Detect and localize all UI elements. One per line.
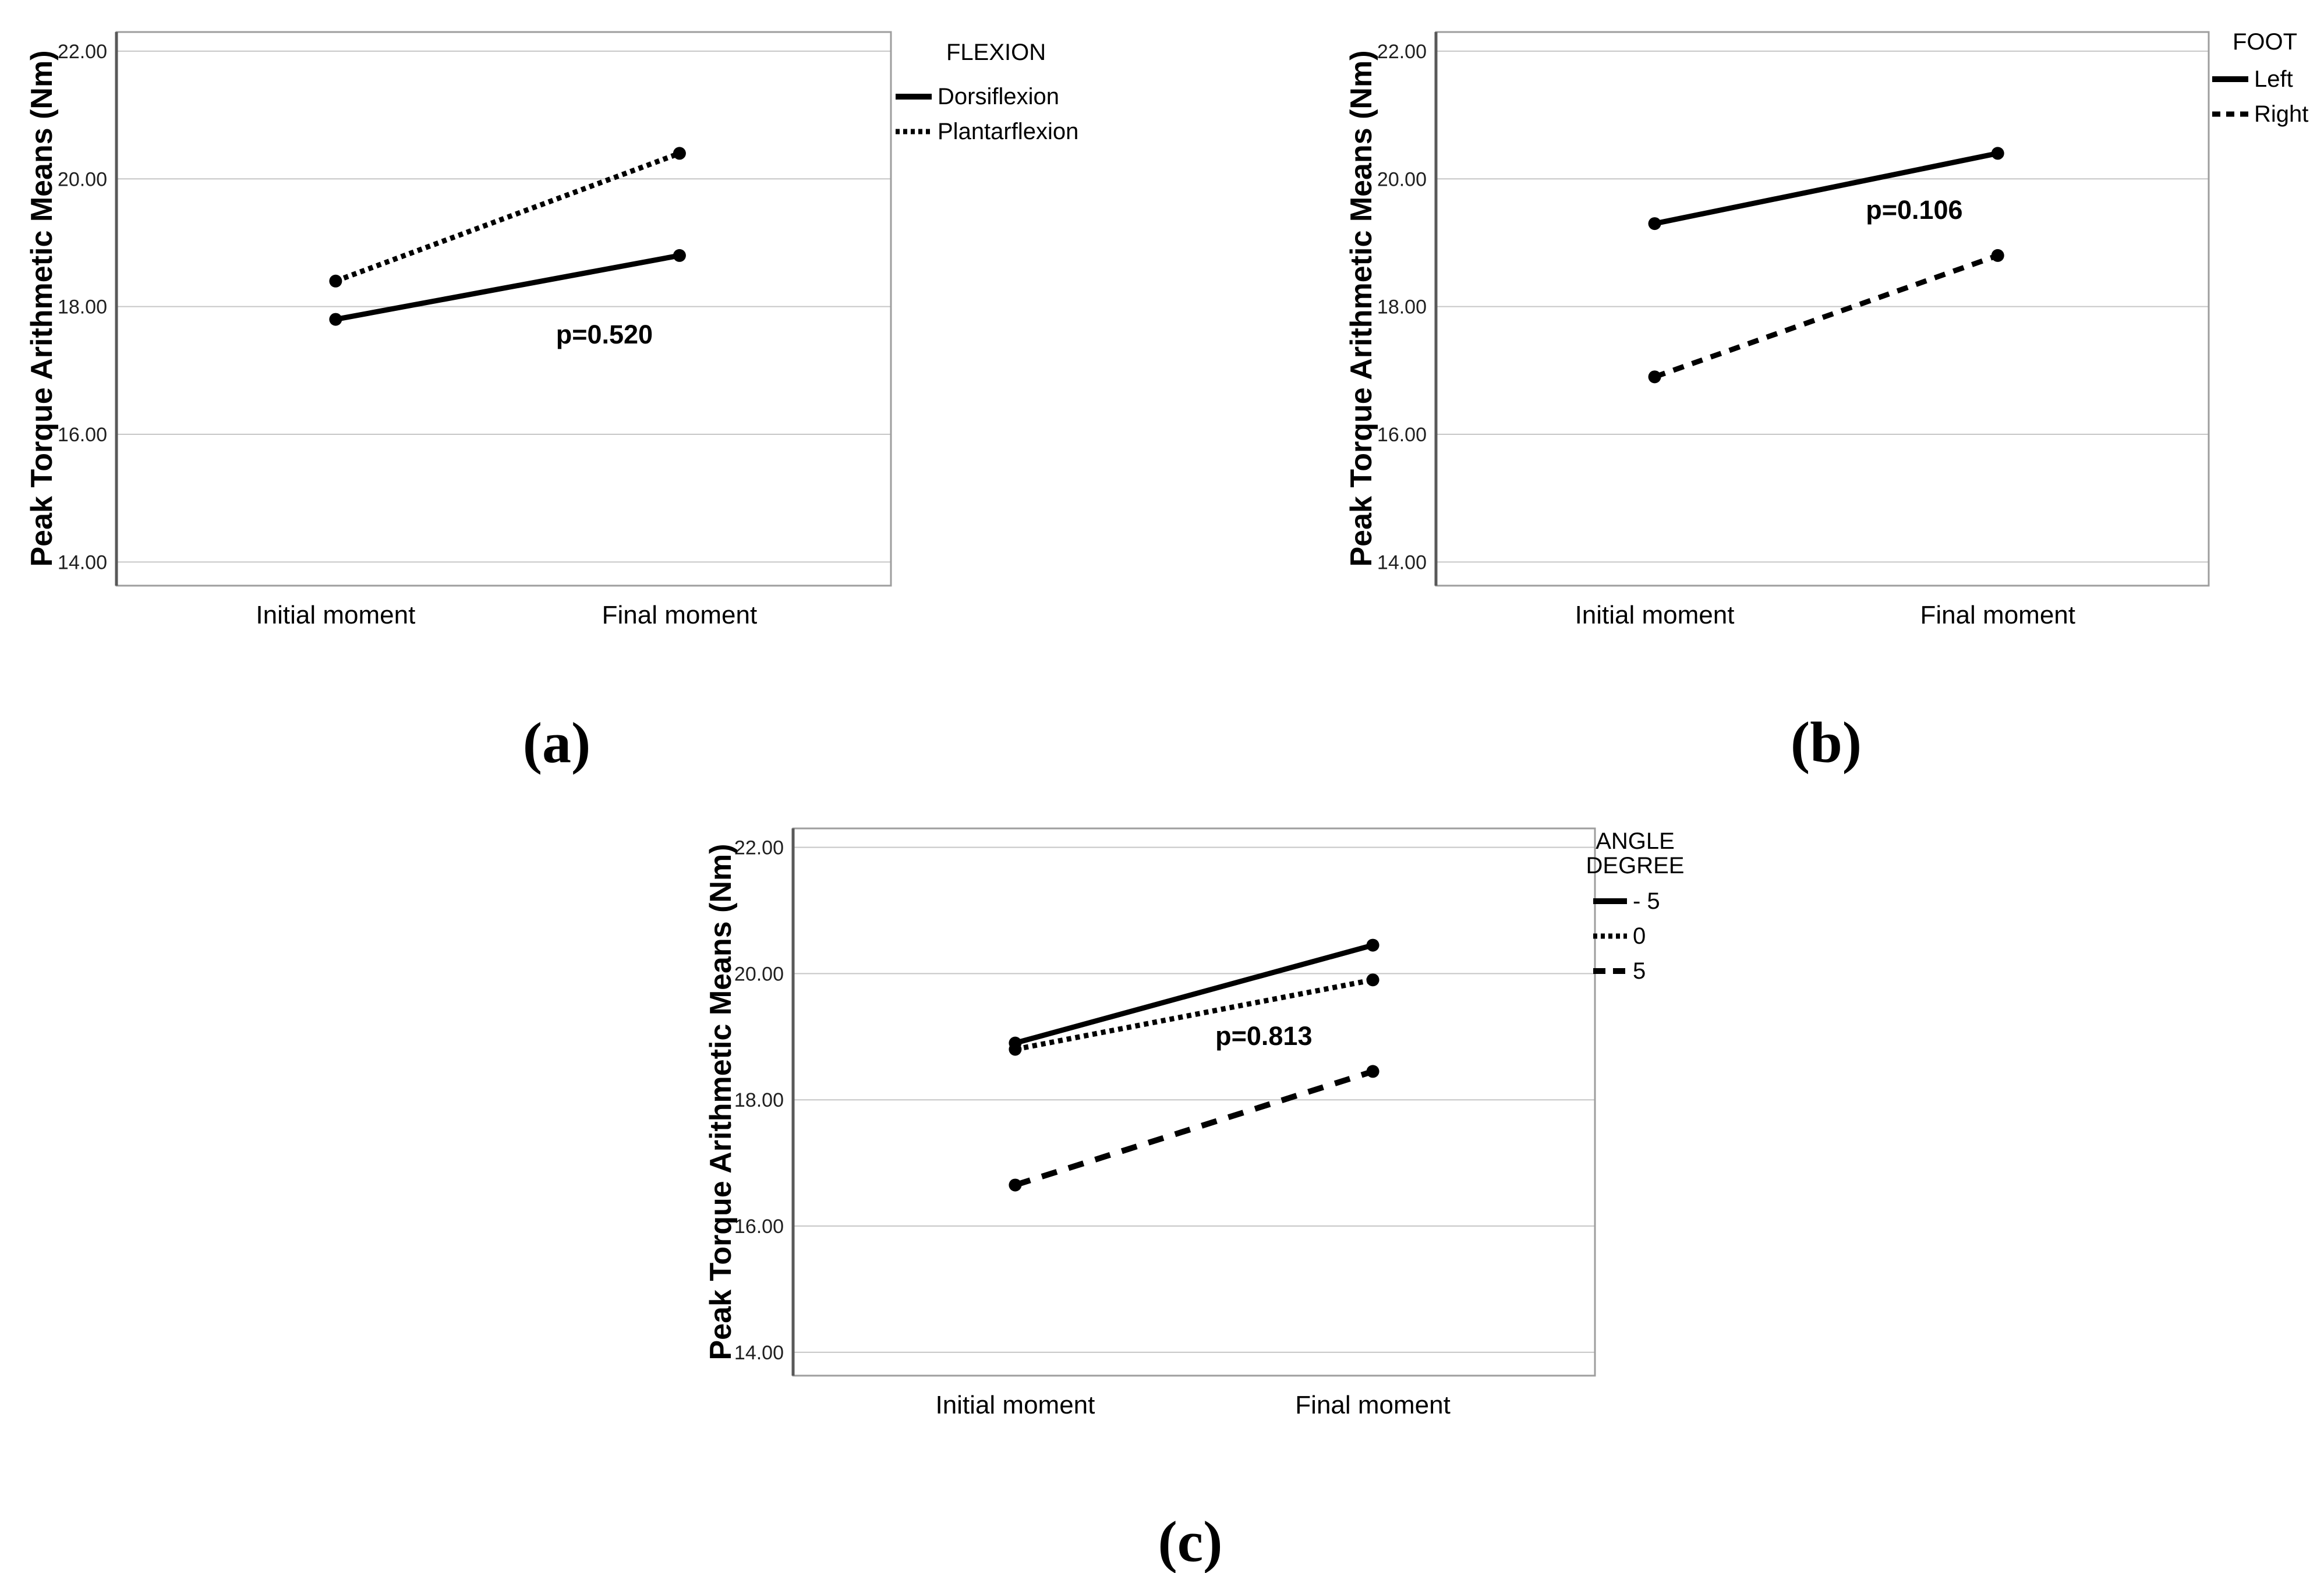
y-tick-label: 14.00 [734, 1342, 784, 1364]
legend-foot: FOOT Left Right [2212, 29, 2308, 132]
y-tick-label: 14.00 [58, 551, 107, 573]
data-point [1648, 217, 1661, 231]
solid-line-swatch-icon [2212, 76, 2248, 82]
data-point [1991, 147, 2004, 160]
legend-item-label: - 5 [1633, 888, 1660, 914]
legend-item-minus-5: - 5 [1580, 884, 1690, 919]
solid-line-swatch-icon [1593, 898, 1627, 904]
dotted-line-swatch-icon [896, 129, 932, 134]
x-tick-label-final: Final moment [602, 601, 758, 629]
x-tick-label-initial: Initial moment [256, 601, 416, 629]
legend-item-left: Left [2212, 62, 2308, 97]
data-point [1009, 1043, 1022, 1056]
dotted-line-swatch-icon [1593, 933, 1627, 939]
dashed-line-swatch-icon [2212, 111, 2248, 117]
y-tick-label: 22.00 [734, 837, 784, 859]
panel-caption-b: (b) [1790, 710, 1862, 775]
legend-item-right: Right [2212, 97, 2308, 132]
series-line-solid [1014, 943, 1374, 1046]
data-point [1366, 973, 1379, 987]
data-point [1009, 1178, 1022, 1192]
p-value-annotation: p=0.813 [1215, 1021, 1312, 1051]
y-tick-label: 22.00 [58, 41, 107, 63]
legend-title: ANGLE DEGREE [1586, 828, 1685, 878]
data-point [1991, 249, 2004, 262]
data-point [1648, 370, 1661, 384]
legend-item-label: Dorsiflexion [938, 83, 1059, 109]
legend-angle-degree: ANGLE DEGREE - 5 0 5 [1580, 829, 1690, 989]
panel-caption-a: (a) [522, 710, 591, 775]
legend-item-label: Left [2254, 66, 2293, 92]
series-line-solid [1654, 150, 1998, 226]
legend-item-0: 0 [1580, 919, 1690, 954]
legend-item-plantarflexion: Plantarflexion [895, 114, 1078, 149]
y-tick-label: 14.00 [1377, 551, 1427, 573]
y-tick-label: 22.00 [1377, 41, 1427, 63]
y-tick-label: 18.00 [58, 296, 107, 318]
data-point [329, 313, 342, 326]
data-point [329, 274, 342, 288]
y-tick-label: 18.00 [734, 1089, 784, 1111]
data-point [1366, 938, 1379, 952]
data-point [1366, 1065, 1379, 1078]
y-tick-label: 16.00 [734, 1216, 784, 1238]
x-tick-label-initial: Initial moment [935, 1391, 1095, 1419]
y-tick-label: 20.00 [1377, 168, 1427, 190]
p-value-annotation: p=0.520 [556, 320, 653, 349]
legend-title: FOOT [2233, 29, 2298, 55]
series-line-dotted [1014, 977, 1374, 1052]
legend-title: FLEXION [946, 40, 1046, 65]
x-tick-label-final: Final moment [1920, 601, 2075, 629]
legend-item-label: 5 [1633, 958, 1646, 984]
legend-item-label: Right [2254, 101, 2309, 127]
legend-item-5: 5 [1580, 954, 1690, 989]
series-line-long-dash [1014, 1068, 1374, 1188]
legend-flexion: FLEXION Dorsiflexion Plantarflexion [895, 40, 1078, 149]
x-tick-label-initial: Initial moment [1575, 601, 1735, 629]
legend-item-label: 0 [1633, 923, 1646, 949]
y-axis-title: Peak Torque Arithmetic Means (Nm) [704, 844, 738, 1361]
legend-item-label: Plantarflexion [938, 118, 1079, 144]
data-point [673, 249, 686, 262]
x-tick-label-final: Final moment [1295, 1391, 1451, 1419]
y-tick-label: 20.00 [734, 963, 784, 985]
series-line-solid [335, 253, 680, 323]
long-dash-line-swatch-icon [1593, 968, 1627, 974]
y-tick-label: 16.00 [1377, 424, 1427, 446]
legend-item-dorsiflexion: Dorsiflexion [895, 79, 1078, 114]
solid-line-swatch-icon [896, 94, 932, 100]
data-point [673, 147, 686, 160]
plot-frame [792, 827, 1596, 1377]
p-value-annotation: p=0.106 [1866, 195, 1962, 225]
y-tick-label: 16.00 [58, 424, 107, 446]
series-line-dashed [1654, 253, 1999, 380]
panel-caption-c: (c) [1158, 1509, 1223, 1573]
y-tick-label: 18.00 [1377, 296, 1427, 318]
y-tick-label: 20.00 [58, 168, 107, 190]
